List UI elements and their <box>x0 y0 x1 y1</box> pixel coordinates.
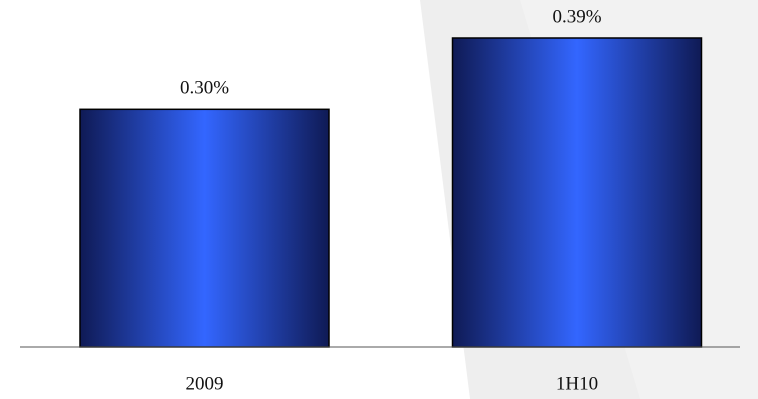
x-tick-label: 2009 <box>186 373 224 394</box>
value-label: 0.39% <box>552 6 601 27</box>
x-tick-label: 1H10 <box>556 373 598 394</box>
bar <box>79 108 330 348</box>
value-label: 0.30% <box>180 78 229 99</box>
bar <box>451 37 703 348</box>
